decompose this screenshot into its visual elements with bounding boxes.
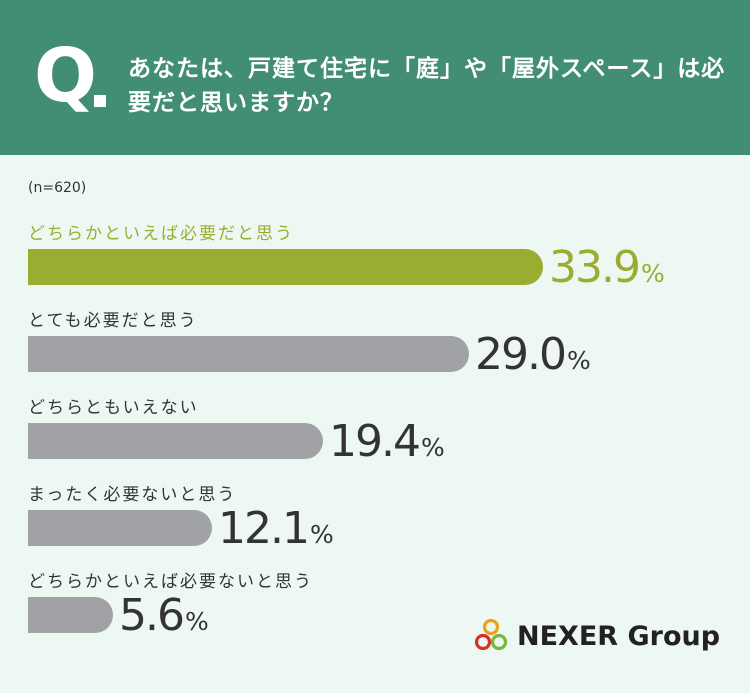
data-label: 5.6% xyxy=(119,594,209,638)
category-label: どちらかといえば必要だと思う xyxy=(28,224,294,244)
category-label: とても必要だと思う xyxy=(28,311,198,331)
bar xyxy=(28,597,113,633)
category-label: まったく必要ないと思う xyxy=(28,485,237,505)
data-label-unit: % xyxy=(640,259,665,288)
category-label: どちらともいえない xyxy=(28,398,199,418)
data-label: 33.9% xyxy=(549,246,665,290)
data-label-value: 19.4 xyxy=(329,416,421,467)
data-label-value: 33.9 xyxy=(549,242,641,293)
interlocking-rings-icon xyxy=(474,618,508,651)
logo-text: NEXER Group xyxy=(517,620,721,652)
question-mark-dot xyxy=(94,95,106,107)
data-label: 12.1% xyxy=(218,507,334,551)
bar xyxy=(28,336,469,372)
data-label-value: 29.0 xyxy=(475,329,567,380)
category-label: どちらかといえば必要ないと思う xyxy=(28,572,313,592)
data-label: 29.0% xyxy=(475,333,591,377)
data-label-unit: % xyxy=(420,433,445,462)
nexer-group-logo: NEXER Group xyxy=(473,618,720,654)
question-mark: Q xyxy=(34,33,97,119)
data-label-unit: % xyxy=(309,520,334,549)
data-label-unit: % xyxy=(184,607,209,636)
data-label-value: 12.1 xyxy=(218,503,310,554)
data-label-value: 5.6 xyxy=(119,590,185,641)
bar xyxy=(28,423,323,459)
bar xyxy=(28,249,543,285)
data-label: 19.4% xyxy=(329,420,445,464)
data-label-unit: % xyxy=(566,346,591,375)
question-text: あなたは、戸建て住宅に「庭」や「屋外スペース」は必要だと思いますか？ xyxy=(128,56,726,116)
sample-size: (n=620) xyxy=(28,180,87,196)
question-header: Q あなたは、戸建て住宅に「庭」や「屋外スペース」は必要だと思いますか？ xyxy=(0,0,750,155)
bar xyxy=(28,510,212,546)
